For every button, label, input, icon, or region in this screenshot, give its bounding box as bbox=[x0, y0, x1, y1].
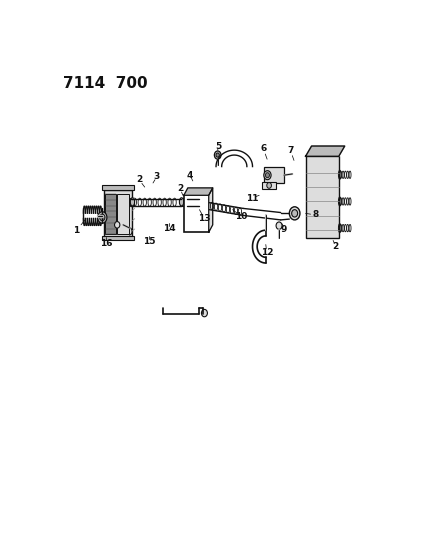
Ellipse shape bbox=[267, 183, 271, 188]
Text: 3: 3 bbox=[154, 172, 160, 181]
Text: 12: 12 bbox=[261, 248, 273, 257]
Polygon shape bbox=[306, 146, 345, 156]
Bar bbox=[179, 198, 184, 206]
Text: 14: 14 bbox=[163, 224, 175, 232]
Text: 5: 5 bbox=[215, 142, 221, 150]
Text: 1: 1 bbox=[73, 227, 79, 236]
Bar bbox=[264, 167, 284, 183]
Bar bbox=[116, 194, 129, 235]
Text: 13: 13 bbox=[198, 214, 211, 223]
Bar bbox=[131, 198, 134, 206]
Bar bbox=[102, 185, 134, 190]
Bar bbox=[306, 156, 339, 238]
Bar bbox=[104, 190, 132, 237]
Ellipse shape bbox=[179, 198, 184, 206]
Text: 2: 2 bbox=[177, 184, 183, 193]
Ellipse shape bbox=[100, 214, 105, 221]
Text: 10: 10 bbox=[235, 212, 248, 221]
Bar bbox=[102, 236, 134, 240]
Ellipse shape bbox=[216, 153, 220, 157]
Bar bbox=[184, 195, 209, 232]
Ellipse shape bbox=[291, 209, 297, 217]
Text: 2: 2 bbox=[333, 241, 339, 251]
Ellipse shape bbox=[276, 222, 282, 229]
Bar bbox=[262, 182, 276, 189]
Ellipse shape bbox=[265, 173, 270, 177]
Ellipse shape bbox=[130, 198, 134, 206]
Text: 9: 9 bbox=[281, 225, 287, 235]
Ellipse shape bbox=[214, 151, 221, 159]
Ellipse shape bbox=[202, 309, 208, 317]
Text: 7: 7 bbox=[288, 147, 294, 156]
Ellipse shape bbox=[264, 171, 271, 180]
Ellipse shape bbox=[98, 212, 107, 223]
Bar bbox=[105, 194, 116, 235]
Ellipse shape bbox=[289, 207, 300, 220]
Text: 15: 15 bbox=[143, 237, 155, 246]
Text: 7114  700: 7114 700 bbox=[63, 76, 148, 91]
Text: 11: 11 bbox=[246, 193, 258, 203]
Text: 2: 2 bbox=[136, 175, 142, 184]
Polygon shape bbox=[209, 188, 213, 232]
Text: 16: 16 bbox=[100, 239, 112, 248]
Polygon shape bbox=[184, 188, 213, 195]
Text: 6: 6 bbox=[260, 144, 267, 154]
Text: 4: 4 bbox=[187, 171, 193, 180]
Ellipse shape bbox=[115, 222, 120, 228]
Text: 8: 8 bbox=[312, 211, 319, 220]
